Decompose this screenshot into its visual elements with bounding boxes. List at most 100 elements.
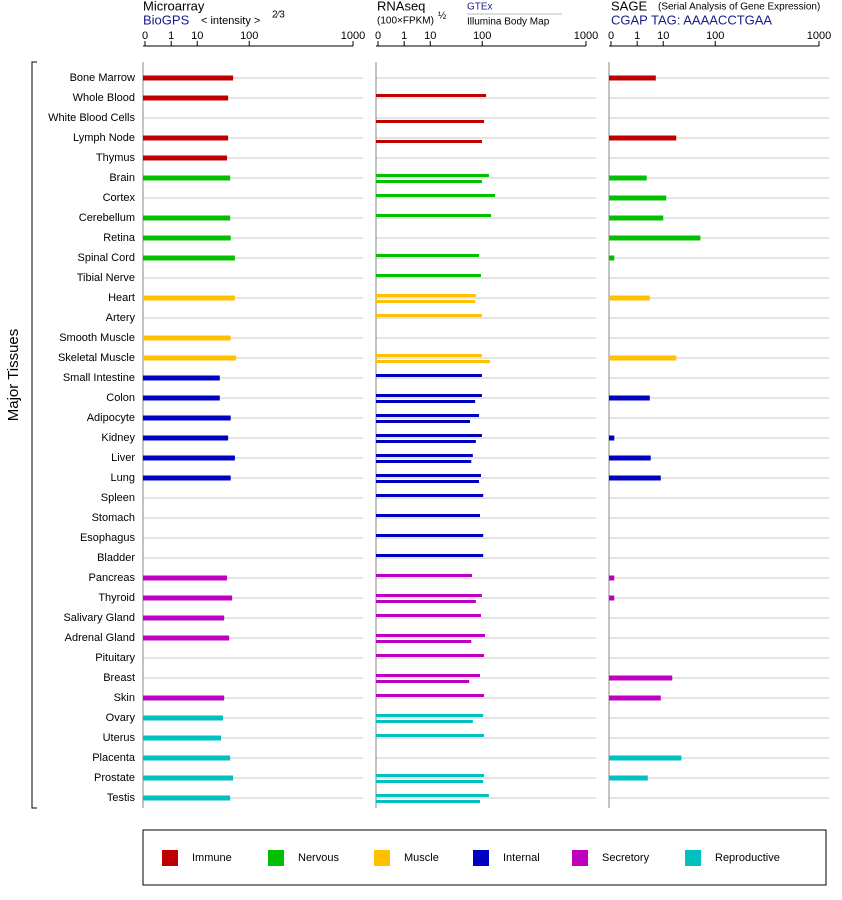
bar xyxy=(376,474,481,477)
category-label: Whole Blood xyxy=(73,92,135,104)
bar xyxy=(376,294,476,297)
bar xyxy=(609,755,682,761)
bar xyxy=(609,355,677,361)
legend-label: Muscle xyxy=(404,852,439,864)
legend-swatch xyxy=(374,850,390,866)
bar xyxy=(143,175,231,181)
x-tick-label: 1000 xyxy=(574,30,598,42)
bar xyxy=(143,155,228,161)
category-label: Bladder xyxy=(97,552,135,564)
bar xyxy=(376,554,484,557)
x-tick-label: 100 xyxy=(240,30,258,42)
bar xyxy=(376,614,481,617)
category-label: Cerebellum xyxy=(79,212,135,224)
bar xyxy=(376,400,476,403)
bar xyxy=(376,694,485,697)
bar xyxy=(376,174,489,177)
bar xyxy=(376,460,472,463)
legend-swatch xyxy=(473,850,489,866)
bar xyxy=(143,735,222,741)
legend-label: Immune xyxy=(192,852,232,864)
bar xyxy=(376,374,482,377)
axis-label-power: 2⁄3 xyxy=(272,10,285,21)
bar xyxy=(609,395,650,401)
panel-subtitle: CGAP TAG: AAAACCTGAA xyxy=(611,12,772,27)
bar xyxy=(376,314,482,317)
bar xyxy=(376,734,485,737)
bar xyxy=(376,120,485,123)
bar xyxy=(143,635,230,641)
bar xyxy=(376,414,480,417)
category-label: Bone Marrow xyxy=(70,72,135,84)
bar xyxy=(143,355,237,361)
bar xyxy=(376,394,482,397)
bar xyxy=(609,295,650,301)
category-label: Liver xyxy=(111,452,135,464)
category-label: Uterus xyxy=(103,732,136,744)
bar xyxy=(376,634,485,637)
bar xyxy=(376,640,472,643)
x-tick-label: 100 xyxy=(473,30,491,42)
panel-title: SAGE xyxy=(611,0,647,13)
bar xyxy=(376,794,489,797)
bar xyxy=(143,715,223,721)
bar xyxy=(609,595,615,601)
bar xyxy=(376,680,470,683)
bar xyxy=(609,215,664,221)
x-tick-label: 1000 xyxy=(341,30,365,42)
category-label: Adipocyte xyxy=(87,412,135,424)
x-tick-label: 100 xyxy=(706,30,724,42)
axis-label: (100×FPKM) xyxy=(377,16,434,27)
bar xyxy=(376,300,476,303)
bar xyxy=(376,720,473,723)
bar xyxy=(376,654,485,657)
bar xyxy=(609,675,673,681)
y-axis-label: Major Tissues xyxy=(5,329,22,422)
bar xyxy=(609,235,701,241)
bar xyxy=(143,255,235,261)
x-tick-label: 10 xyxy=(191,30,203,42)
bar xyxy=(143,235,231,241)
category-label: Spinal Cord xyxy=(78,252,135,264)
legend-label: Reproductive xyxy=(715,852,780,864)
bar xyxy=(376,494,484,497)
category-label: Breast xyxy=(103,672,135,684)
bar xyxy=(609,455,651,461)
bar xyxy=(143,475,231,481)
bar xyxy=(143,595,233,601)
bar xyxy=(376,254,480,257)
bar xyxy=(376,534,484,537)
category-label: Lung xyxy=(111,472,135,484)
bar xyxy=(376,600,476,603)
bar xyxy=(376,800,481,803)
category-label: Smooth Muscle xyxy=(59,332,135,344)
category-label: Heart xyxy=(108,292,135,304)
bar xyxy=(609,575,615,581)
bar xyxy=(143,455,235,461)
x-tick-label: 1 xyxy=(634,30,640,42)
category-label: Thymus xyxy=(96,152,136,164)
category-label: Stomach xyxy=(92,512,135,524)
bar xyxy=(376,774,485,777)
bar xyxy=(143,335,231,341)
x-tick-label: 10 xyxy=(657,30,669,42)
bar xyxy=(143,575,228,581)
category-label: Brain xyxy=(109,172,135,184)
bracket xyxy=(31,61,37,809)
bar xyxy=(609,475,661,481)
bar xyxy=(143,415,231,421)
bar xyxy=(609,255,615,261)
category-label: Cortex xyxy=(103,192,136,204)
bar xyxy=(376,354,482,357)
category-label: Lymph Node xyxy=(73,132,135,144)
panel-note: (Serial Analysis of Gene Expression) xyxy=(658,2,820,13)
category-label: Colon xyxy=(106,392,135,404)
category-label: Spleen xyxy=(101,492,135,504)
category-label: White Blood Cells xyxy=(48,112,135,124)
x-tick-label: 1000 xyxy=(807,30,831,42)
bar xyxy=(376,594,482,597)
axis-label-power: ½ xyxy=(438,11,447,22)
bar xyxy=(376,194,496,197)
bar xyxy=(609,195,667,201)
